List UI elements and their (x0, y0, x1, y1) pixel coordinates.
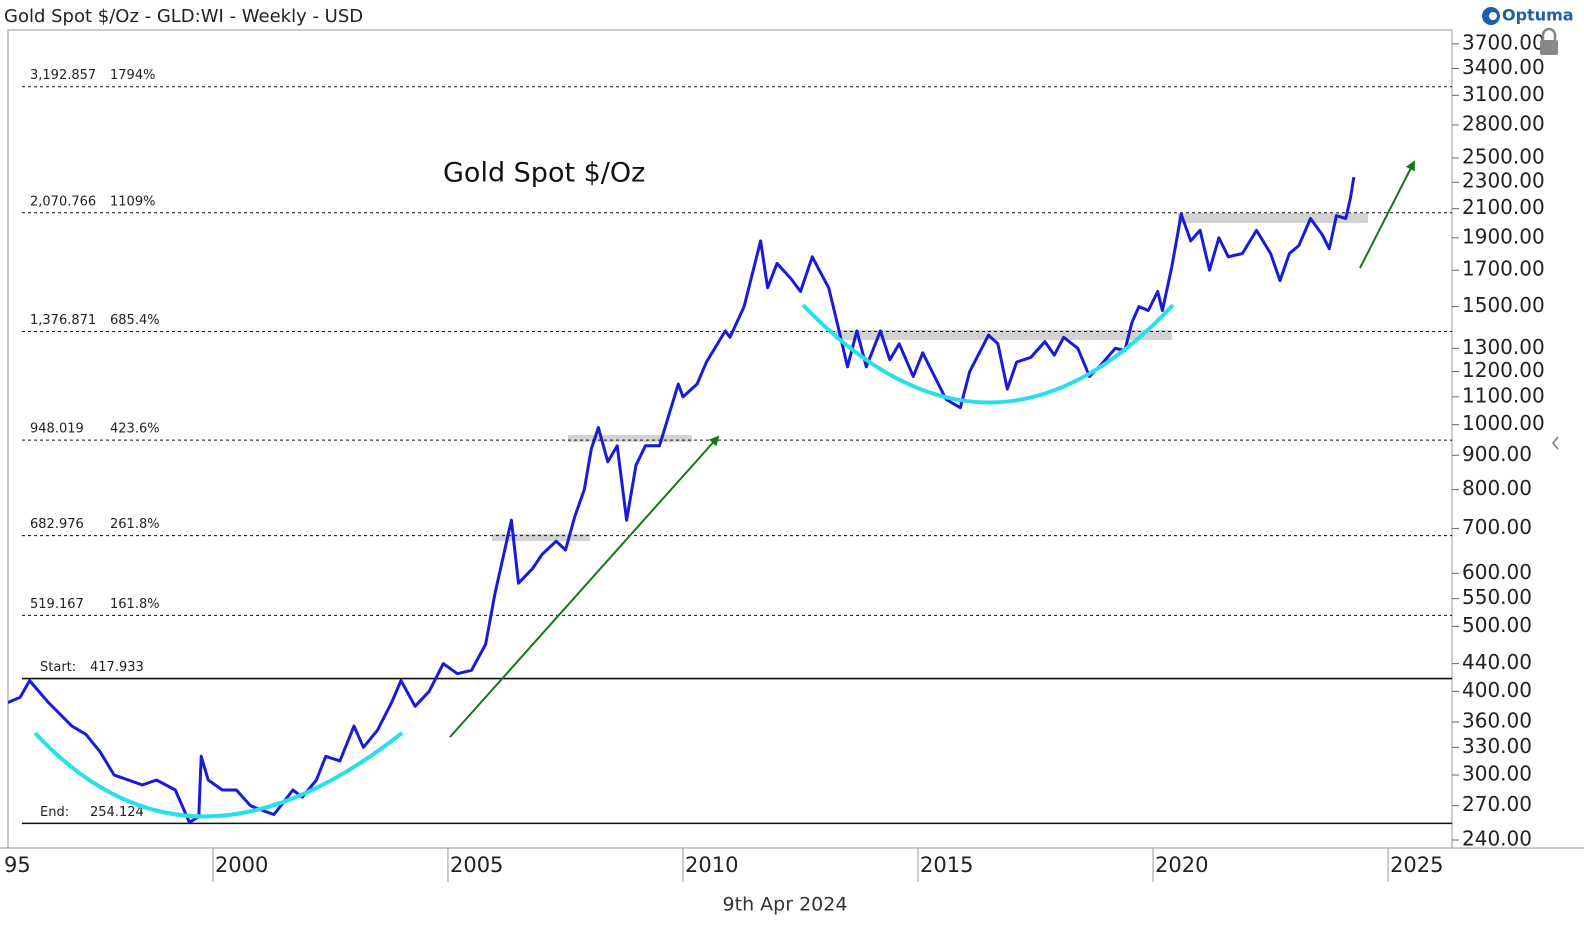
y-tick-label: 1100.00 (1462, 383, 1545, 407)
zone (1178, 213, 1368, 223)
y-tick-label: 240.00 (1462, 827, 1532, 851)
y-tick-label: 900.00 (1462, 442, 1532, 466)
brand-name: Optuma (1502, 6, 1574, 25)
brand-icon (1489, 12, 1497, 20)
y-tick-label: 3700.00 (1462, 30, 1545, 54)
y-tick-label: 1200.00 (1462, 358, 1545, 382)
level-value: 519.167 (30, 597, 84, 612)
y-tick-label: 550.00 (1462, 585, 1532, 609)
level-percent: 161.8% (110, 597, 160, 612)
x-axis: 95 2000 2005 2010 2015 2020 2025 (4, 848, 1444, 882)
level-value: 682.976 (30, 517, 84, 532)
y-tick-label: 270.00 (1462, 792, 1532, 816)
y-tick-label: 1300.00 (1462, 335, 1545, 359)
x-tick-label: 2005 (450, 853, 503, 877)
collapse-toggle[interactable] (1552, 436, 1559, 450)
y-tick-label: 330.00 (1462, 734, 1532, 758)
x-tick-label: 2025 (1390, 853, 1443, 877)
y-tick-label: 2100.00 (1462, 195, 1545, 219)
y-tick-label: 1500.00 (1462, 293, 1545, 317)
y-tick-label: 400.00 (1462, 678, 1532, 702)
x-tick-label: 2000 (215, 853, 268, 877)
zone (492, 534, 590, 541)
level-name: Start: (40, 660, 76, 675)
x-tick-label: 2020 (1155, 853, 1208, 877)
level-name: End: (40, 805, 69, 820)
x-tick-label: 2010 (685, 853, 738, 877)
level-percent: 685.4% (110, 313, 160, 328)
plot-area (7, 29, 1453, 849)
lock-icon (1540, 27, 1558, 55)
level-value: 417.933 (90, 660, 144, 675)
zone (568, 435, 692, 442)
y-tick-label: 700.00 (1462, 515, 1532, 539)
brand-logo: Optuma (1482, 6, 1574, 25)
y-tick-label: 3400.00 (1462, 55, 1545, 79)
x-tick-label: 95 (4, 853, 31, 877)
price-line (8, 176, 1356, 824)
level-percent: 1109% (110, 194, 155, 209)
y-tick-label: 2500.00 (1462, 144, 1545, 168)
lock-shackle (1541, 27, 1557, 40)
zone (836, 330, 1172, 340)
trend-arrow (1359, 160, 1415, 269)
y-tick-label: 300.00 (1462, 762, 1532, 786)
rounding-bottom-arc (33, 731, 404, 819)
chart-title: Gold Spot $/Oz - GLD:WI - Weekly - USD (4, 6, 363, 27)
y-tick-label: 3100.00 (1462, 82, 1545, 106)
y-tick-label: 1700.00 (1462, 257, 1545, 281)
levels: 3,192.857 1794% 2,070.766 1109% 1,376.871 685… (22, 68, 1452, 825)
y-tick-label: 1900.00 (1462, 224, 1545, 248)
level-percent: 1794% (110, 68, 155, 83)
x-tick-label: 2015 (920, 853, 973, 877)
level-value: 948.019 (30, 422, 84, 437)
y-tick-label: 1000.00 (1462, 411, 1545, 435)
y-tick-label: 2800.00 (1462, 111, 1545, 135)
rounding-bottom-arc (801, 303, 1175, 405)
level-value: 2,070.766 (30, 194, 96, 209)
series (8, 176, 1356, 824)
level-percent: 261.8% (110, 517, 160, 532)
y-tick-label: 440.00 (1462, 650, 1532, 674)
chart-annotation: Gold Spot $/Oz (443, 158, 645, 189)
y-tick-label: 360.00 (1462, 708, 1532, 732)
level-percent: 423.6% (110, 422, 160, 437)
y-tick-label: 2300.00 (1462, 169, 1545, 193)
lock-body (1540, 40, 1558, 55)
level-value: 1,376.871 (30, 313, 96, 328)
y-tick-label: 800.00 (1462, 476, 1532, 500)
y-tick-label: 500.00 (1462, 613, 1532, 637)
y-tick-label: 600.00 (1462, 560, 1532, 584)
date-label: 9th Apr 2024 (723, 894, 848, 916)
resistance-zones (492, 213, 1368, 541)
level-value: 254.124 (90, 805, 144, 820)
trend-arrow (449, 435, 720, 738)
level-value: 3,192.857 (30, 68, 96, 83)
